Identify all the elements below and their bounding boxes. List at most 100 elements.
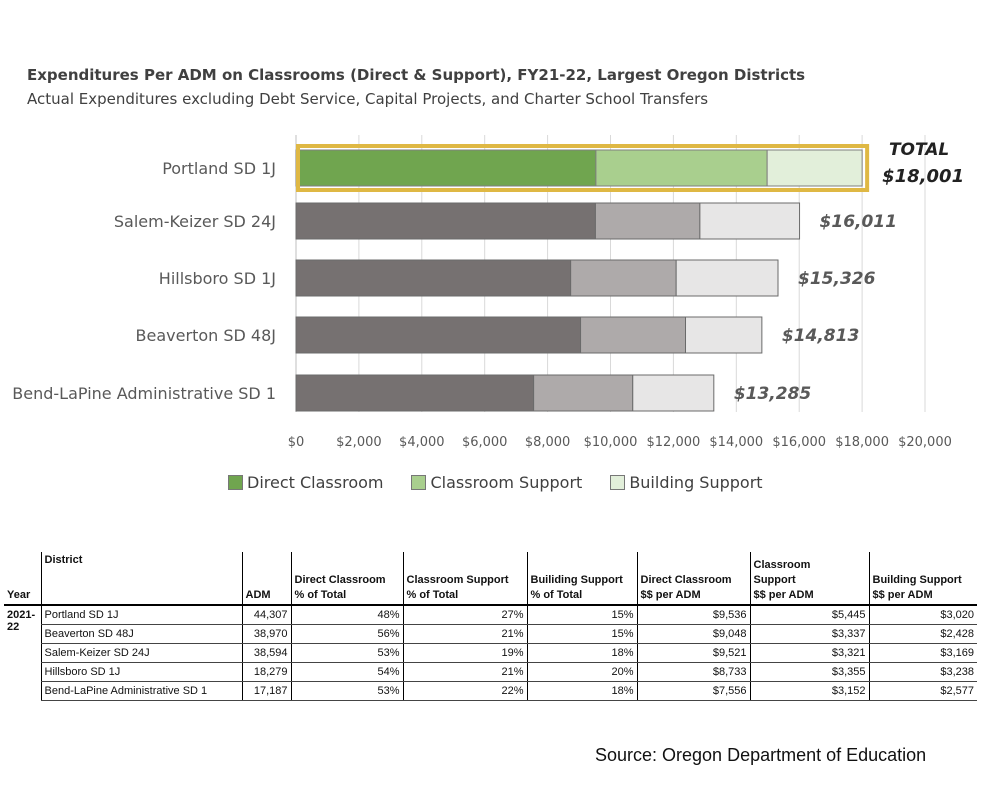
legend-item-classroom-support: Classroom Support <box>411 473 582 492</box>
value-cell: 19% <box>402 643 527 663</box>
value-cell: 15% <box>526 624 637 644</box>
bar-segment <box>533 374 634 412</box>
table-row: 2021-22 Portland SD 1J 44,307 48% 27% 15% $9,5… <box>4 605 977 633</box>
value-cell: $3,020 <box>868 605 977 625</box>
legend-item-building-support: Building Support <box>610 473 763 492</box>
bar-segment <box>295 316 582 354</box>
district-cell: Beaverton SD 48J <box>40 624 242 644</box>
category-label: Portland SD 1J <box>162 159 276 178</box>
value-cell: 48% <box>290 605 403 625</box>
bar-segment <box>580 316 687 354</box>
value-cell: $3,152 <box>749 681 869 701</box>
value-cell: 15% <box>526 605 637 625</box>
value-cell: $2,428 <box>868 624 977 644</box>
value-cell: 18% <box>526 681 637 701</box>
value-cell: $3,169 <box>868 643 977 663</box>
bar-segment <box>685 316 763 354</box>
legend-swatch-direct <box>228 475 243 490</box>
district-cell: Portland SD 1J <box>40 605 242 625</box>
chart-title: Expenditures Per ADM on Classrooms (Dire… <box>27 66 806 84</box>
x-tick-label: $0 <box>288 435 305 450</box>
legend-swatch-building-support <box>610 475 626 490</box>
value-cell: $8,733 <box>636 662 750 682</box>
value-cell: $2,577 <box>868 681 977 701</box>
total-label: $14,813 <box>782 326 859 346</box>
x-tick-label: $8,000 <box>525 435 571 450</box>
bar-segment <box>570 259 677 297</box>
x-tick-label: $16,000 <box>772 435 826 450</box>
total-label: $13,285 <box>734 384 811 404</box>
expenditure-table: Year District ADM Direct Classroom% of T… <box>4 552 977 701</box>
value-cell: 18,279 <box>241 662 291 682</box>
category-label: Hillsboro SD 1J <box>159 269 276 288</box>
th-classroom-adm: Classroom Support $$ per ADM <box>749 552 869 605</box>
bar-segment <box>675 259 779 297</box>
value-cell: 18% <box>526 643 637 663</box>
value-cell: 27% <box>402 605 527 625</box>
chart-subtitle: Actual Expenditures excluding Debt Servi… <box>27 90 709 108</box>
bar-segment <box>699 202 801 240</box>
value-cell: 20% <box>526 662 637 682</box>
bar-segment <box>295 374 535 412</box>
source-note: Source: Oregon Department of Education <box>595 745 927 765</box>
value-cell: $3,337 <box>749 624 869 644</box>
x-tick-label: $12,000 <box>647 435 701 450</box>
value-cell: 22% <box>402 681 527 701</box>
legend-label-building-support: Building Support <box>629 473 763 492</box>
total-label: $16,011 <box>820 212 897 232</box>
bar-segment <box>594 202 701 240</box>
value-cell: $3,355 <box>749 662 869 682</box>
th-district: District <box>40 552 242 605</box>
th-year: Year <box>7 589 31 601</box>
x-tick-label: $10,000 <box>584 435 638 450</box>
value-cell: 56% <box>290 624 403 644</box>
value-cell: $3,321 <box>749 643 869 663</box>
table-row: Beaverton SD 48J 38,970 56% 21% 15% $9,048 $3,… <box>4 624 977 644</box>
value-cell: 21% <box>402 624 527 644</box>
legend-label-classroom-support: Classroom Support <box>430 473 583 492</box>
district-cell: Hillsboro SD 1J <box>40 662 242 682</box>
th-building-pct: Builiding Support% of Total <box>526 552 637 605</box>
total-label: $18,001 <box>882 166 964 187</box>
value-cell: 53% <box>290 643 403 663</box>
legend-swatch-classroom-support <box>411 475 427 490</box>
value-cell: $7,556 <box>636 681 750 701</box>
table-row: Bend-LaPine Administrative SD 1 17,187 53%… <box>4 681 977 701</box>
value-cell: 21% <box>402 662 527 682</box>
th-classroom-pct: Classroom Support% of Total <box>402 552 527 605</box>
bar-segment <box>295 149 597 187</box>
value-cell: 53% <box>290 681 403 701</box>
th-adm: ADM <box>241 552 291 605</box>
bar-segment <box>632 374 715 412</box>
value-cell: $9,048 <box>636 624 750 644</box>
legend-item-direct: Direct Classroom <box>228 473 383 492</box>
total-label: $15,326 <box>798 269 876 289</box>
year-cell: 2021-22 <box>7 609 36 633</box>
x-tick-label: $2,000 <box>336 435 382 450</box>
district-cell: Salem-Keizer SD 24J <box>40 643 242 663</box>
value-cell: $5,445 <box>749 605 869 625</box>
bar-segment <box>595 149 768 187</box>
value-cell: 38,594 <box>241 643 291 663</box>
value-cell: 38,970 <box>241 624 291 644</box>
total-caption: TOTAL <box>889 140 949 160</box>
bar-chart: $0 $2,000 $4,000 $6,000 $8,000 $10,000 $12,000… <box>12 135 964 450</box>
value-cell: 54% <box>290 662 403 682</box>
value-cell: $9,521 <box>636 643 750 663</box>
x-tick-label: $14,000 <box>709 435 763 450</box>
th-direct-adm: Direct Classroom $$ per ADM <box>636 552 750 605</box>
table-row: Hillsboro SD 1J 18,279 54% 21% 20% $8,733 $3,3… <box>4 662 977 682</box>
bar-segment <box>766 149 863 187</box>
district-cell: Bend-LaPine Administrative SD 1 <box>40 681 242 701</box>
table-header-row: Year District ADM Direct Classroom% of T… <box>4 552 977 605</box>
category-label: Beaverton SD 48J <box>136 326 276 345</box>
category-label: Bend-LaPine Administrative SD 1 <box>12 384 276 403</box>
th-building-adm: Building Support $$ per ADM <box>868 552 977 605</box>
chart-legend: Direct Classroom Classroom Support Build… <box>228 473 763 492</box>
legend-label-direct: Direct Classroom <box>247 473 384 492</box>
highlight-frame <box>296 144 870 192</box>
value-cell: 44,307 <box>241 605 291 625</box>
category-label: Salem-Keizer SD 24J <box>114 212 276 231</box>
bar-segment <box>295 202 596 240</box>
x-tick-label: $4,000 <box>399 435 445 450</box>
